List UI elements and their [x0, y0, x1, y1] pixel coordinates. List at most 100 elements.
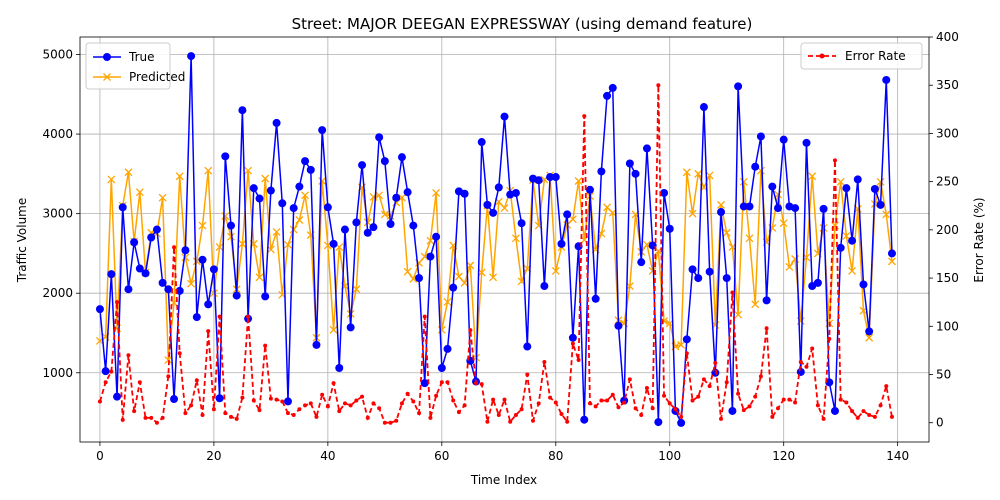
data-point	[164, 285, 173, 294]
y-tick-label: 3000	[42, 207, 73, 221]
data-point	[639, 413, 644, 417]
data-point	[876, 200, 885, 209]
data-point	[688, 265, 697, 274]
data-point	[474, 381, 479, 386]
data-point	[694, 274, 703, 283]
data-point	[187, 279, 196, 288]
data-point	[456, 410, 461, 415]
data-point	[751, 162, 760, 171]
data-point	[821, 416, 826, 421]
data-point	[263, 343, 268, 348]
data-point	[189, 403, 194, 408]
series-true	[95, 52, 896, 427]
data-point	[677, 340, 686, 349]
y-tick-label: 5000	[42, 48, 73, 62]
data-point	[603, 91, 612, 100]
data-point	[559, 412, 564, 417]
data-point	[878, 403, 883, 408]
data-point	[758, 374, 763, 379]
y2-tick-label: 350	[936, 78, 959, 92]
data-point	[796, 367, 805, 376]
data-point	[530, 418, 535, 423]
data-point	[688, 209, 697, 218]
data-point	[462, 403, 467, 408]
series-layer	[95, 52, 896, 427]
data-point	[329, 239, 338, 248]
data-point	[135, 188, 144, 197]
data-point	[836, 177, 845, 186]
data-point	[810, 346, 815, 351]
data-point	[557, 239, 566, 248]
data-point	[466, 261, 475, 270]
data-point	[696, 394, 701, 399]
data-point	[717, 208, 726, 217]
y-tick-label: 1000	[42, 366, 73, 380]
data-point	[756, 132, 765, 141]
data-point	[443, 344, 452, 353]
data-point	[266, 186, 275, 195]
data-point	[813, 278, 822, 287]
data-point	[836, 243, 845, 252]
data-point	[848, 236, 857, 245]
data-point	[445, 380, 450, 385]
data-point	[876, 177, 885, 186]
data-point	[426, 252, 435, 261]
data-point	[660, 188, 669, 197]
data-point	[238, 239, 247, 248]
data-point	[272, 227, 281, 236]
x-axis-label: Time Index	[470, 473, 537, 487]
data-point	[397, 153, 406, 162]
data-point	[449, 283, 458, 292]
data-point	[781, 397, 786, 402]
data-point	[221, 212, 230, 220]
data-point	[870, 184, 879, 193]
legend-box	[800, 42, 923, 70]
data-point	[542, 359, 547, 364]
data-point	[238, 106, 247, 115]
data-point	[753, 394, 758, 399]
data-point	[551, 266, 560, 275]
data-point	[477, 138, 486, 147]
data-point	[747, 404, 752, 409]
data-point	[312, 340, 321, 349]
data-point	[124, 285, 133, 294]
data-point	[517, 219, 526, 228]
y-tick-label: 4000	[42, 127, 73, 141]
data-point	[614, 321, 623, 330]
data-point	[819, 204, 828, 213]
data-point	[728, 406, 737, 415]
data-point	[115, 300, 120, 305]
data-point	[335, 364, 344, 373]
data-point	[734, 310, 743, 319]
data-point	[342, 401, 347, 406]
data-point	[175, 286, 184, 295]
data-point	[496, 413, 501, 417]
data-point	[861, 409, 866, 414]
data-point	[745, 234, 754, 243]
data-point	[439, 380, 444, 385]
data-point	[665, 224, 674, 233]
legend-left: True Predicted	[85, 42, 185, 90]
data-point	[420, 252, 429, 261]
data-point	[130, 238, 139, 247]
data-point	[183, 411, 188, 416]
legend-right: Error Rate	[800, 42, 923, 70]
data-point	[597, 167, 606, 176]
data-point	[380, 157, 389, 166]
data-point	[107, 175, 116, 184]
data-point	[320, 392, 325, 397]
data-point	[730, 290, 735, 295]
data-point	[314, 414, 319, 419]
data-point	[848, 266, 857, 275]
data-point	[865, 327, 874, 336]
data-point	[656, 83, 661, 88]
data-point	[768, 182, 777, 191]
data-point	[181, 246, 190, 255]
data-point	[443, 298, 452, 306]
data-point	[673, 407, 678, 412]
data-point	[741, 408, 746, 413]
data-point	[382, 420, 387, 425]
data-point	[774, 204, 783, 213]
data-point	[149, 415, 154, 420]
data-point	[585, 185, 594, 194]
